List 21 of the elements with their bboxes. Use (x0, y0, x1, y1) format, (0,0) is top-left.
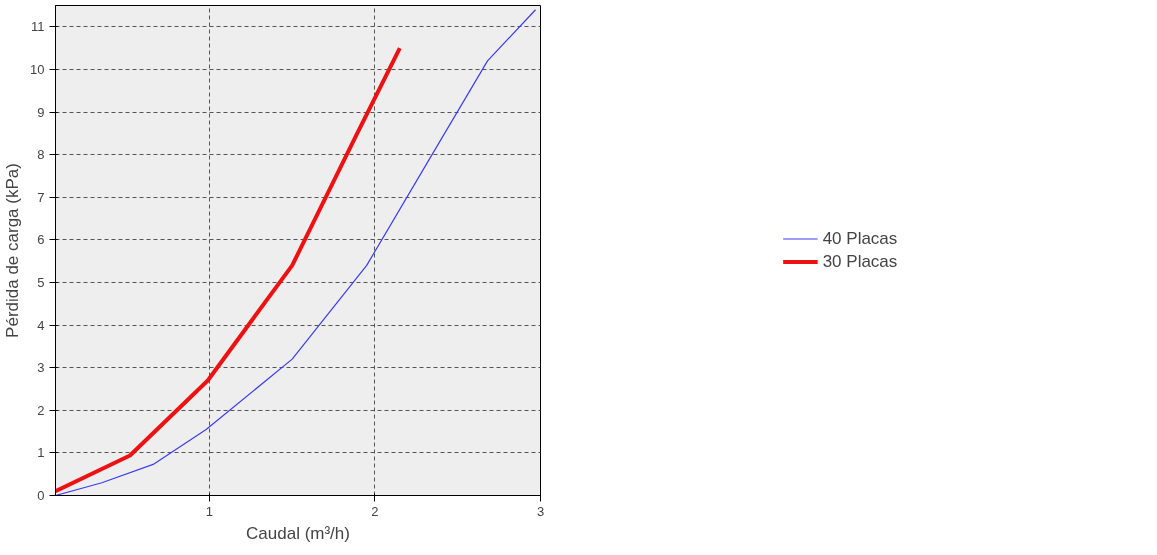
y-axis-title: Pérdida de carga (kPa) (3, 163, 23, 338)
y-tick-label: 11 (31, 19, 45, 35)
x-tick-label: 3 (536, 503, 545, 519)
y-tick-label: 5 (37, 274, 45, 290)
legend-label: 30 Placas (822, 251, 898, 272)
line-series (55, 9, 537, 496)
y-tick-label: 2 (37, 402, 45, 418)
x-tick-label: 1 (205, 503, 214, 519)
y-tick-label: 8 (37, 147, 45, 163)
x-tick-label: 2 (371, 503, 379, 519)
y-tick-label: 3 (37, 360, 45, 376)
legend-label: 40 Placas (822, 228, 898, 249)
y-tick-label: 9 (37, 104, 45, 120)
y-tick-label: 0 (37, 488, 45, 503)
y-tick-label: 1 (37, 445, 45, 461)
y-tick-label: 10 (30, 61, 45, 77)
x-axis-title: Caudal (m³/h) (246, 523, 350, 543)
y-tick-label: 6 (37, 232, 45, 248)
line-series (55, 46, 402, 494)
y-tick-label: 4 (37, 317, 45, 333)
y-tick-label: 7 (37, 189, 45, 205)
